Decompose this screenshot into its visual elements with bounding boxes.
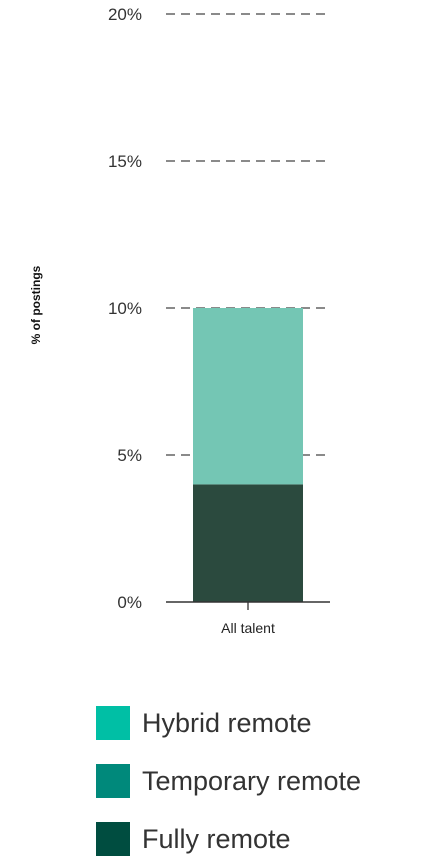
legend-item-fully-remote: Fully remote	[96, 810, 361, 868]
y-axis-label: % of postings	[29, 265, 43, 344]
bar-segment-fully-remote	[193, 484, 303, 602]
legend-label-fully-remote: Fully remote	[142, 823, 291, 854]
bar-segment-hybrid-remote	[193, 308, 303, 485]
legend: Hybrid remote Temporary remote Fully rem…	[96, 694, 361, 868]
legend-swatch-temporary-remote	[96, 764, 130, 798]
y-tick-label: 15%	[108, 152, 142, 171]
chart-plot: % of postings 0% 5% 10% 15% 20% All talent	[29, 5, 330, 636]
y-tick-label: 5%	[117, 446, 142, 465]
legend-swatch-hybrid-remote	[96, 706, 130, 740]
y-tick-label: 10%	[108, 299, 142, 318]
legend-item-hybrid-remote: Hybrid remote	[96, 694, 361, 752]
legend-swatch-fully-remote	[96, 822, 130, 856]
y-tick-label: 20%	[108, 5, 142, 24]
x-axis: All talent	[166, 601, 330, 636]
legend-label-hybrid-remote: Hybrid remote	[142, 707, 312, 738]
x-tick-label: All talent	[221, 620, 275, 636]
legend-item-temporary-remote: Temporary remote	[96, 752, 361, 810]
y-tick-label: 0%	[117, 593, 142, 612]
y-tick-labels: 0% 5% 10% 15% 20%	[108, 5, 142, 612]
legend-label-temporary-remote: Temporary remote	[142, 765, 362, 796]
bars	[193, 308, 303, 602]
